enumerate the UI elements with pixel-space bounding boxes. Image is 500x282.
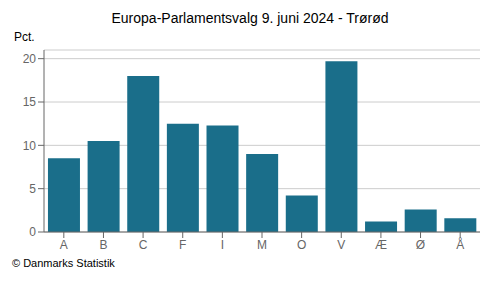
svg-text:C: C — [139, 238, 148, 252]
svg-text:15: 15 — [23, 95, 37, 109]
svg-text:20: 20 — [23, 52, 37, 66]
html-text:Europa-Parlamentsvalg 9. juni: Europa-Parlamentsvalg 9. juni 2024 - Trø… — [111, 10, 389, 26]
svg-text:0: 0 — [29, 225, 36, 239]
svg-text:O: O — [297, 238, 306, 252]
svg-text:M: M — [257, 238, 267, 252]
svg-text:F: F — [179, 238, 186, 252]
svg-text:A: A — [60, 238, 68, 252]
svg-text:Å: Å — [456, 237, 464, 252]
svg-text:Æ: Æ — [375, 238, 387, 252]
svg-text:I: I — [221, 238, 224, 252]
svg-text:10: 10 — [23, 139, 37, 153]
svg-text:5: 5 — [29, 182, 36, 196]
svg-text:Ø: Ø — [416, 238, 425, 252]
html-text:Pct.: Pct. — [14, 30, 35, 44]
svg-text:V: V — [337, 238, 345, 252]
html-text:© Danmarks Statistik: © Danmarks Statistik — [12, 257, 115, 269]
svg-text:B: B — [99, 238, 107, 252]
